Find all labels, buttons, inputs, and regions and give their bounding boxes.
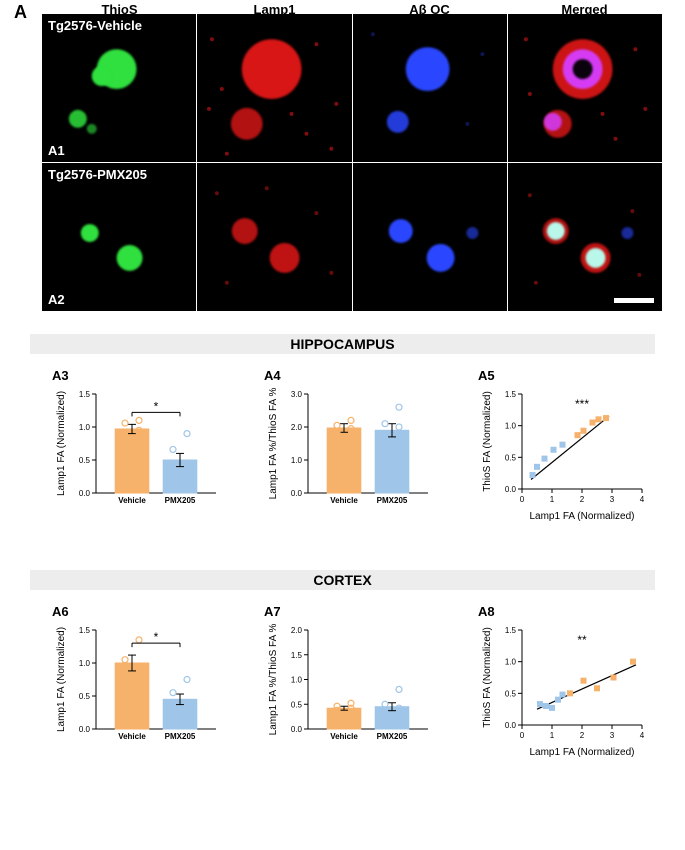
svg-text:2: 2 xyxy=(580,495,585,504)
svg-text:Lamp1 FA (Normalized): Lamp1 FA (Normalized) xyxy=(56,391,67,496)
svg-text:Lamp1 FA (Normalized): Lamp1 FA (Normalized) xyxy=(529,511,634,521)
svg-text:1.0: 1.0 xyxy=(79,659,91,668)
micro-grid: Tg2576-Vehicle A1 xyxy=(42,14,662,311)
svg-text:2: 2 xyxy=(580,731,585,740)
svg-text:1.5: 1.5 xyxy=(79,626,91,635)
svg-text:4: 4 xyxy=(640,731,645,740)
row2-label: Tg2576-PMX205 xyxy=(48,167,147,182)
micro-a1-merged xyxy=(508,14,662,162)
hippocampus-banner: HIPPOCAMPUS xyxy=(30,334,655,354)
svg-text:1: 1 xyxy=(550,731,555,740)
chart-label-A5: A5 xyxy=(478,368,495,383)
row1-sub: A1 xyxy=(48,143,65,158)
svg-text:1.0: 1.0 xyxy=(505,422,517,431)
svg-text:PMX205: PMX205 xyxy=(377,732,408,741)
svg-text:Vehicle: Vehicle xyxy=(118,732,146,741)
svg-text:0: 0 xyxy=(520,731,525,740)
svg-text:1.0: 1.0 xyxy=(291,456,303,465)
row1-label: Tg2576-Vehicle xyxy=(48,18,142,33)
svg-text:**: ** xyxy=(577,633,587,647)
svg-text:0.5: 0.5 xyxy=(505,689,517,698)
svg-text:2.0: 2.0 xyxy=(291,626,303,635)
micro-a1-lamp1 xyxy=(197,14,351,162)
svg-text:0.5: 0.5 xyxy=(79,692,91,701)
svg-text:Lamp1 FA (Normalized): Lamp1 FA (Normalized) xyxy=(529,747,634,757)
svg-text:3.0: 3.0 xyxy=(291,390,303,399)
micro-a1-thios: Tg2576-Vehicle A1 xyxy=(42,14,196,162)
svg-text:0.0: 0.0 xyxy=(505,485,517,494)
svg-text:4: 4 xyxy=(640,495,645,504)
micro-a2-thios: Tg2576-PMX205 A2 xyxy=(42,163,196,311)
svg-text:1.5: 1.5 xyxy=(291,651,303,660)
cortex-banner: CORTEX xyxy=(30,570,655,590)
svg-text:0: 0 xyxy=(520,495,525,504)
svg-text:3: 3 xyxy=(610,495,615,504)
svg-text:0.0: 0.0 xyxy=(291,725,303,734)
svg-text:PMX205: PMX205 xyxy=(165,732,196,741)
svg-text:Lamp1 FA %/ThioS FA %: Lamp1 FA %/ThioS FA % xyxy=(268,624,279,736)
svg-text:0.0: 0.0 xyxy=(505,721,517,730)
svg-text:*: * xyxy=(154,399,159,413)
svg-text:***: *** xyxy=(575,397,589,411)
micro-a2-aboc xyxy=(353,163,507,311)
svg-text:3: 3 xyxy=(610,731,615,740)
micro-a1-aboc xyxy=(353,14,507,162)
svg-text:1.0: 1.0 xyxy=(505,658,517,667)
svg-text:Vehicle: Vehicle xyxy=(118,496,146,505)
chart-label-A7: A7 xyxy=(264,604,281,619)
svg-text:0.5: 0.5 xyxy=(505,453,517,462)
chart-a7: A70.00.51.01.52.0VehiclePMX205Lamp1 FA %… xyxy=(264,622,434,757)
svg-text:0.5: 0.5 xyxy=(291,700,303,709)
svg-text:0.0: 0.0 xyxy=(291,489,303,498)
svg-text:1.0: 1.0 xyxy=(291,676,303,685)
svg-text:Lamp1 FA %/ThioS FA %: Lamp1 FA %/ThioS FA % xyxy=(268,388,279,500)
svg-text:ThioS FA (Normalized): ThioS FA (Normalized) xyxy=(482,391,493,492)
row2-sub: A2 xyxy=(48,292,65,307)
svg-text:*: * xyxy=(154,630,159,644)
chart-a4: A40.01.02.03.0VehiclePMX205Lamp1 FA %/Th… xyxy=(264,386,434,521)
chart-label-A6: A6 xyxy=(52,604,69,619)
svg-text:ThioS FA (Normalized): ThioS FA (Normalized) xyxy=(482,627,493,728)
svg-text:Vehicle: Vehicle xyxy=(330,732,358,741)
scale-bar xyxy=(614,298,654,303)
svg-text:1: 1 xyxy=(550,495,555,504)
svg-text:1.5: 1.5 xyxy=(505,626,517,635)
chart-label-A8: A8 xyxy=(478,604,495,619)
svg-text:0.0: 0.0 xyxy=(79,725,91,734)
svg-text:Vehicle: Vehicle xyxy=(330,496,358,505)
chart-label-A3: A3 xyxy=(52,368,69,383)
svg-text:2.0: 2.0 xyxy=(291,423,303,432)
chart-label-A4: A4 xyxy=(264,368,281,383)
svg-text:1.0: 1.0 xyxy=(79,423,91,432)
chart-a3: A30.00.51.01.5VehiclePMX205*Lamp1 FA (No… xyxy=(52,386,222,521)
svg-text:1.5: 1.5 xyxy=(79,390,91,399)
chart-a8: A80.00.51.01.501234**ThioS FA (Normalize… xyxy=(478,622,648,757)
panel-a-label: A xyxy=(14,2,27,23)
svg-text:PMX205: PMX205 xyxy=(377,496,408,505)
svg-text:1.5: 1.5 xyxy=(505,390,517,399)
micro-a2-merged xyxy=(508,163,662,311)
svg-text:0.5: 0.5 xyxy=(79,456,91,465)
svg-text:0.0: 0.0 xyxy=(79,489,91,498)
svg-text:Lamp1 FA (Normalized): Lamp1 FA (Normalized) xyxy=(56,627,67,732)
chart-a6: A60.00.51.01.5VehiclePMX205*Lamp1 FA (No… xyxy=(52,622,222,757)
micro-a2-lamp1 xyxy=(197,163,351,311)
chart-a5: A50.00.51.01.501234***ThioS FA (Normaliz… xyxy=(478,386,648,521)
svg-text:PMX205: PMX205 xyxy=(165,496,196,505)
